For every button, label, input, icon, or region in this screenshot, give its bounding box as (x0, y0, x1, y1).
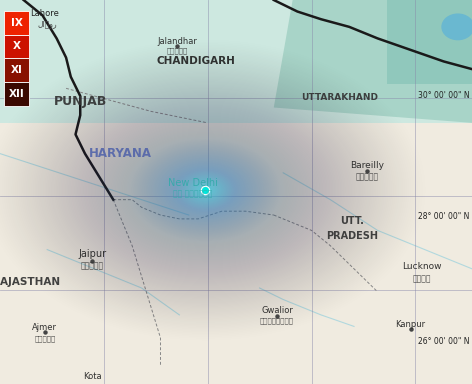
Text: Lahore: Lahore (30, 9, 59, 18)
Text: बरेली: बरेली (356, 172, 379, 181)
Text: RAJASTHAN: RAJASTHAN (0, 277, 60, 287)
Text: UTT.: UTT. (340, 216, 363, 226)
Text: UTTARAKHAND: UTTARAKHAND (301, 93, 379, 103)
Text: नजंपठ: नजंपठ (166, 47, 188, 54)
Text: लखनऊ: लखनऊ (412, 274, 431, 283)
Text: Jaipur: Jaipur (78, 249, 106, 259)
Text: अजमेर: अजमेर (34, 335, 56, 342)
Text: Kanpur: Kanpur (396, 320, 426, 329)
Text: Jalandhar: Jalandhar (157, 37, 197, 46)
Text: Ajmer: Ajmer (33, 323, 57, 332)
Text: New Delhi: New Delhi (168, 178, 218, 188)
Text: PUNJAB: PUNJAB (54, 95, 107, 108)
Text: नई दिल्ली: नई दिल्ली (173, 190, 212, 199)
Text: Bareilly: Bareilly (350, 161, 384, 170)
Text: Kota: Kota (83, 372, 101, 381)
Polygon shape (0, 0, 472, 123)
Circle shape (441, 13, 472, 40)
Polygon shape (387, 0, 472, 84)
FancyBboxPatch shape (4, 11, 29, 35)
Text: 26° 00' 00" N: 26° 00' 00" N (418, 337, 469, 346)
Text: XII: XII (8, 89, 25, 99)
Text: XI: XI (10, 65, 23, 75)
Text: जयपुर: जयपुर (81, 261, 103, 270)
Text: لاہور: لاہور (37, 19, 57, 28)
Text: Gwalior: Gwalior (261, 306, 293, 315)
Text: IX: IX (10, 18, 23, 28)
Polygon shape (274, 0, 472, 123)
Text: HARYANA: HARYANA (89, 147, 152, 160)
Text: ग्वालियर: ग्वालियर (260, 318, 294, 324)
FancyBboxPatch shape (4, 58, 29, 82)
FancyBboxPatch shape (4, 35, 29, 58)
FancyBboxPatch shape (4, 82, 29, 106)
Text: 28° 00' 00" N: 28° 00' 00" N (418, 212, 469, 222)
Text: CHANDIGARH: CHANDIGARH (156, 56, 236, 66)
Text: Lucknow: Lucknow (402, 262, 441, 271)
Text: 30° 00' 00" N: 30° 00' 00" N (418, 91, 469, 100)
Text: PRADESH: PRADESH (326, 231, 378, 241)
Polygon shape (0, 123, 472, 384)
Text: X: X (13, 41, 20, 51)
